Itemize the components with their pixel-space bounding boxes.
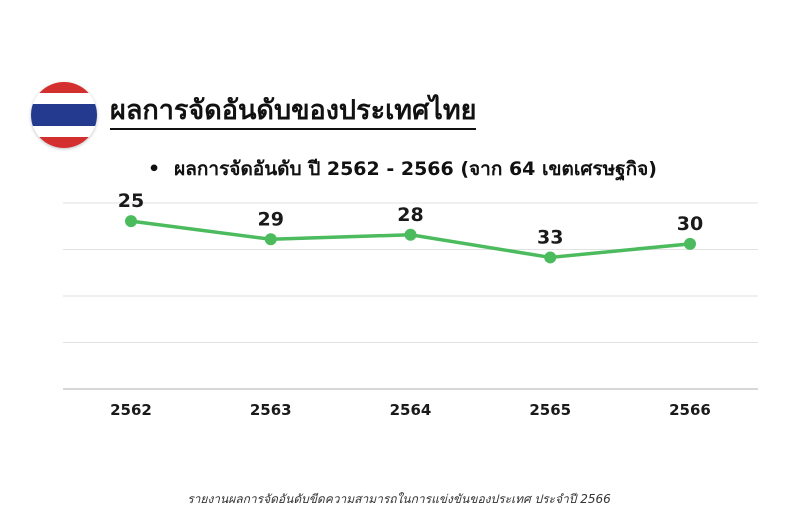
flag-stripe (31, 103, 97, 127)
data-point (404, 228, 417, 241)
line-chart: 25 29 28 33 30 2562 2563 2564 2565 2566 (63, 190, 758, 419)
bullet-point: • (148, 158, 161, 180)
x-tick-label: 2566 (669, 401, 711, 419)
data-label: 29 (258, 208, 284, 230)
data-point (264, 233, 277, 246)
x-tick-label: 2563 (250, 401, 292, 419)
data-point (684, 237, 696, 250)
data-label: 30 (677, 213, 703, 235)
flag-stripe (31, 136, 97, 148)
data-label: 25 (118, 190, 144, 212)
x-tick-label: 2564 (390, 401, 432, 419)
flag-stripe (31, 126, 97, 137)
x-tick-label: 2565 (529, 401, 571, 419)
data-label: 33 (537, 226, 563, 248)
data-label: 28 (397, 204, 423, 226)
data-point (125, 215, 137, 228)
thailand-flag-icon (31, 82, 97, 148)
page-title: ผลการจัดอันดับของประเทศไทย (110, 95, 477, 130)
x-tick-label: 2562 (110, 401, 152, 419)
figure-caption: รายงานผลการจัดอันดับขีดความสามารถในการแข… (187, 492, 611, 506)
flag-stripe (31, 82, 97, 94)
chart-subtitle-row: • ผลการจัดอันดับ ปี 2562 - 2566 (จาก 64 เ… (148, 155, 657, 183)
data-point (544, 251, 557, 264)
flag-stripe (31, 93, 97, 104)
chart-subtitle: ผลการจัดอันดับ ปี 2562 - 2566 (จาก 64 เข… (174, 158, 657, 180)
